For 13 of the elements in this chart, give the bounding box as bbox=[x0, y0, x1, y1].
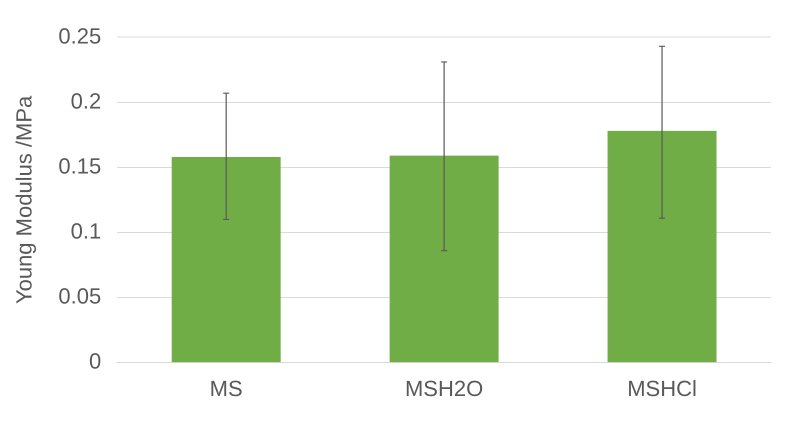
y-tick-label: 0.25 bbox=[58, 23, 102, 48]
y-tick-label: 0.15 bbox=[58, 153, 102, 178]
x-tick-label: MSH2O bbox=[404, 376, 484, 401]
y-axis-title: Young Modulus /MPa bbox=[11, 94, 36, 304]
y-tick-label: 0.1 bbox=[70, 218, 102, 244]
bar bbox=[172, 156, 281, 362]
x-tick-label: MS bbox=[210, 376, 243, 401]
y-tick-label: 0 bbox=[88, 348, 102, 374]
y-tick-label: 0.2 bbox=[70, 88, 102, 114]
bar bbox=[608, 130, 717, 362]
bar bbox=[390, 156, 499, 362]
x-tick-label: MSHCl bbox=[627, 376, 697, 401]
y-tick-label: 0.05 bbox=[58, 284, 102, 309]
